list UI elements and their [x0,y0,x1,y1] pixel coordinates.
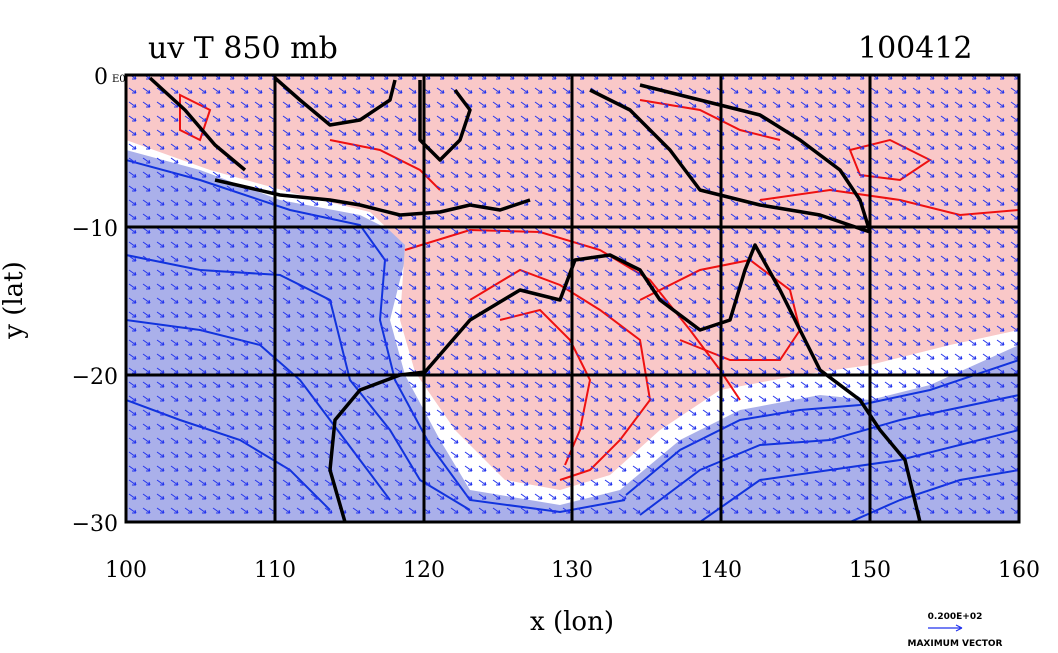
y-tick-m30: −30 [72,512,118,537]
y-tick-labels: 0 −10 −20 −30 [72,65,118,537]
graticule [126,75,1019,522]
y-tick-m10: −10 [72,217,118,242]
x-tick-100: 100 [105,558,147,583]
y-tick-m20: −20 [72,365,118,390]
y-tick-0: 0 [94,65,108,90]
reference-vector-legend: 0.200E+02 MAXIMUM VECTOR [907,612,1002,649]
x-tick-labels: 100 110 120 130 140 150 160 [105,558,1040,583]
reference-vector-label: MAXIMUM VECTOR [907,639,1002,649]
x-tick-120: 120 [403,558,445,583]
x-axis-label: x (lon) [530,607,614,637]
plot-frame [124,73,1021,524]
x-tick-150: 150 [849,558,891,583]
x-tick-160: 160 [998,558,1040,583]
plot-title: uv T 850 mb [148,31,338,66]
x-tick-130: 130 [551,558,593,583]
y-axis-label: y (lat) [0,261,29,340]
reference-vector-value: 0.200E+02 [928,612,983,622]
reference-arrow-icon [928,624,963,632]
x-tick-140: 140 [700,558,742,583]
corner-tag: E0 [112,74,126,85]
plot-date: 100412 [858,31,973,66]
x-tick-110: 110 [254,558,296,583]
